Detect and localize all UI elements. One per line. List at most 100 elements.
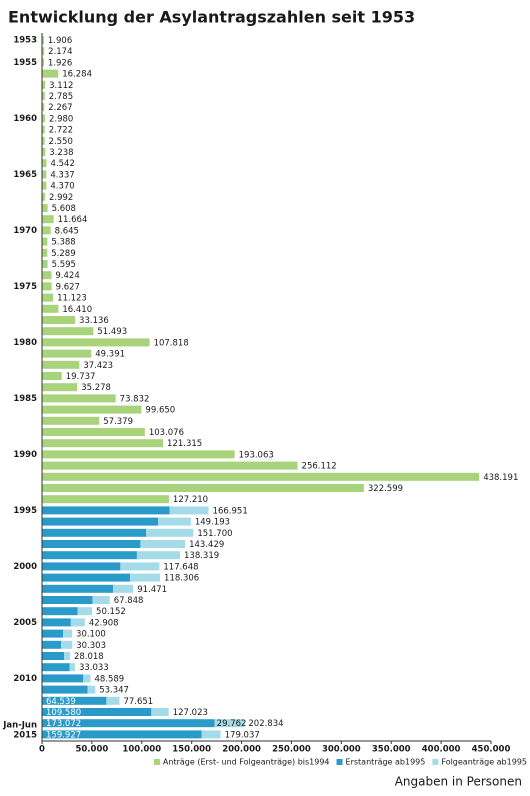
bar [61, 640, 73, 649]
bar [136, 551, 181, 560]
label-bg [52, 225, 81, 236]
bar [42, 103, 45, 112]
label-bg [49, 259, 78, 269]
label-bg [45, 57, 75, 68]
bar [42, 674, 84, 683]
data-label: 159.927 [46, 730, 81, 740]
bar [140, 540, 186, 548]
label-bg [210, 505, 250, 516]
bar [92, 596, 110, 604]
bar [42, 640, 62, 649]
data-label: 19.737 [66, 372, 96, 382]
data-label: 3.112 [49, 81, 73, 91]
bar [112, 584, 134, 593]
y-tick-label: Jan-Jun 2015 [2, 720, 37, 740]
bar [42, 428, 145, 436]
label-bg [48, 180, 77, 191]
x-tick-label: 0 [39, 745, 45, 755]
label-bg [101, 415, 136, 426]
data-label: 57.379 [103, 417, 133, 427]
bar [42, 159, 47, 168]
label-bg [53, 281, 82, 292]
bar [42, 148, 46, 156]
label-bg [92, 673, 127, 684]
bar [42, 461, 298, 470]
label-bg [46, 102, 75, 113]
data-label: 2.980 [49, 114, 73, 124]
bar [42, 416, 100, 425]
data-label: 11.664 [58, 215, 88, 225]
label-bg [86, 617, 121, 628]
note: Angaben in Personen [395, 775, 522, 789]
bar [42, 327, 94, 336]
label-bg [71, 651, 106, 661]
y-tick-label: 1985 [13, 394, 37, 404]
x-tick-label: 250.000 [272, 745, 311, 755]
total-label: 117.648 [163, 562, 198, 572]
bar [42, 114, 45, 123]
bar [42, 730, 202, 739]
label-bg [162, 572, 202, 583]
bar [146, 528, 194, 537]
label-bg [74, 628, 108, 639]
label-bg [121, 695, 156, 706]
data-label: 2.550 [49, 137, 73, 147]
label-bg [76, 662, 111, 673]
label-bg [47, 147, 76, 157]
bar [42, 204, 48, 212]
label-bg [236, 449, 276, 460]
data-label: 11.123 [57, 294, 87, 304]
y-tick-label: 1990 [13, 450, 37, 460]
bar [42, 562, 121, 571]
y-tick-label: 1953 [13, 36, 37, 46]
label-bg [170, 707, 210, 717]
data-label: 2.267 [48, 103, 72, 113]
bar [42, 573, 131, 582]
bar [130, 573, 161, 582]
data-label: 5.289 [51, 249, 75, 259]
bar [42, 304, 59, 313]
data-label: 107.818 [154, 338, 189, 348]
data-label: 4.337 [50, 170, 74, 180]
bar [42, 685, 88, 694]
y-tick-label: 1960 [13, 114, 37, 124]
bar [42, 58, 44, 67]
label-bg [46, 135, 75, 146]
bar [87, 685, 96, 694]
bar [42, 696, 107, 705]
label-bg [170, 494, 211, 505]
bar [42, 394, 116, 403]
bar [158, 517, 191, 526]
label-bg [79, 382, 113, 393]
bar [77, 607, 93, 616]
data-label: 256.112 [302, 462, 337, 472]
data-label: 33.136 [79, 316, 109, 326]
bar [42, 293, 54, 302]
data-label: 99.650 [145, 406, 175, 416]
label-bg [222, 729, 262, 740]
data-label: 121.315 [167, 439, 202, 449]
data-label: 4.542 [51, 159, 75, 169]
data-label: 2.722 [49, 126, 73, 136]
label-bg [299, 460, 339, 471]
bar [42, 517, 159, 526]
label-bg [46, 191, 76, 202]
data-label: 4.370 [50, 182, 74, 192]
bar [120, 562, 160, 571]
bar [42, 484, 364, 492]
label-bg [53, 270, 82, 281]
total-label: 42.908 [89, 618, 119, 628]
bar [169, 506, 209, 515]
legend-label: Erstanträge ab1995 [346, 758, 426, 767]
bar [42, 607, 78, 616]
total-label: 91.471 [137, 585, 167, 595]
label-bg [481, 471, 521, 482]
data-label: 103.076 [149, 428, 184, 438]
data-label: 51.493 [97, 327, 127, 337]
bar [64, 652, 70, 660]
x-tick-label: 350.000 [372, 745, 411, 755]
y-tick-label: 1995 [13, 506, 37, 516]
total-label: 179.037 [225, 730, 260, 740]
data-label: 1.906 [48, 36, 72, 46]
data-label: 9.424 [55, 271, 79, 281]
